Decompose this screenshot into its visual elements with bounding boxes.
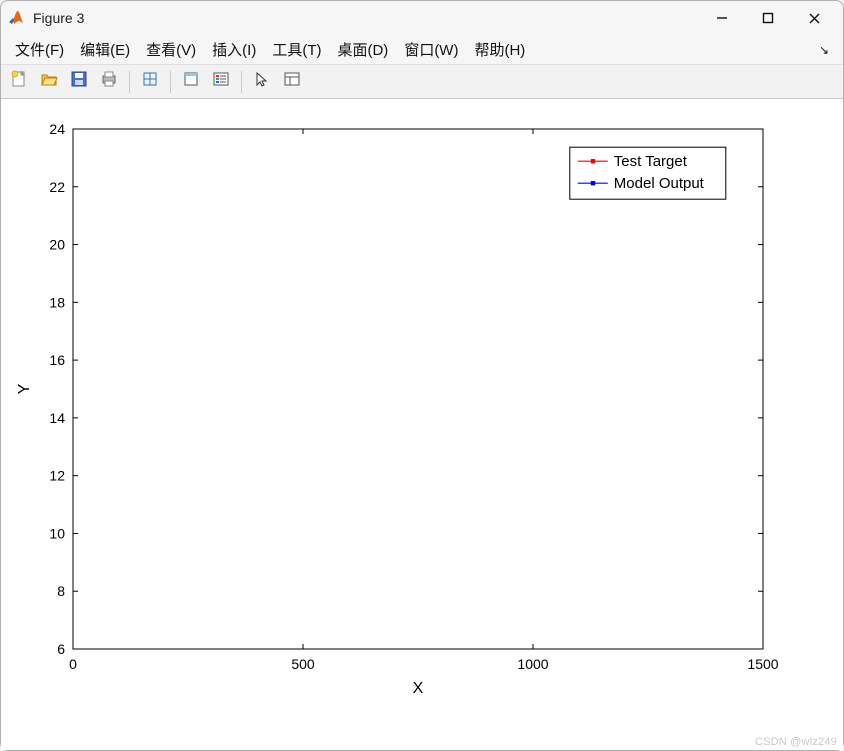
x-tick-label: 500 <box>291 656 315 672</box>
inspector-icon <box>283 70 301 93</box>
y-tick-label: 10 <box>49 525 65 541</box>
print-icon <box>100 70 118 93</box>
toolbar-color-legend-button[interactable] <box>207 69 235 95</box>
x-tick-label: 1500 <box>747 656 778 672</box>
maximize-button[interactable] <box>745 3 791 33</box>
toolbar-open-file-button[interactable] <box>35 69 63 95</box>
y-tick-label: 16 <box>49 352 65 368</box>
x-tick-label: 0 <box>69 656 77 672</box>
toolbar-separator <box>241 71 242 93</box>
minimize-button[interactable] <box>699 3 745 33</box>
y-tick-label: 22 <box>49 179 65 195</box>
menu-item-6[interactable]: 窗口(W) <box>398 37 464 62</box>
toolbar-new-figure-button[interactable] <box>5 69 33 95</box>
y-tick-label: 14 <box>49 410 65 426</box>
toolbar <box>1 65 843 99</box>
pointer-icon <box>253 70 271 93</box>
axes[interactable]: 0 500 1000 1500 6 8 10 12 14 16 18 20 22 24 X Y Test Tar… <box>1 99 843 741</box>
box-icon <box>182 70 200 93</box>
window-title: Figure 3 <box>33 10 84 26</box>
menu-item-7[interactable]: 帮助(H) <box>468 37 531 62</box>
menu-item-2[interactable]: 查看(V) <box>140 37 202 62</box>
menu-item-0[interactable]: 文件(F) <box>9 37 70 62</box>
matlab-icon <box>7 9 25 27</box>
figure-window: Figure 3 文件(F)编辑(E)查看(V)插入(I)工具(T)桌面(D)窗… <box>0 0 844 751</box>
y-tick-label: 12 <box>49 468 65 484</box>
menu-item-3[interactable]: 插入(I) <box>206 37 262 62</box>
legend-label-0: Test Target <box>614 153 688 170</box>
y-tick-label: 24 <box>49 121 65 137</box>
menu-item-1[interactable]: 编辑(E) <box>74 37 136 62</box>
axes-box <box>73 129 763 649</box>
y-tick-label: 6 <box>57 641 65 657</box>
menu-item-5[interactable]: 桌面(D) <box>331 37 394 62</box>
toolbar-data-cursor-button[interactable] <box>177 69 205 95</box>
x-axis-label: X <box>413 680 424 697</box>
figure-canvas-area: 0 500 1000 1500 6 8 10 12 14 16 18 20 22 24 X Y Test Tar… <box>1 99 843 750</box>
title-bar: Figure 3 <box>1 1 843 35</box>
open-icon <box>40 70 58 93</box>
close-button[interactable] <box>791 3 837 33</box>
legend-icon <box>212 70 230 93</box>
legend-marker-1 <box>591 181 595 185</box>
y-axis-label: Y <box>16 383 33 394</box>
link-icon <box>141 70 159 93</box>
y-tick-label: 18 <box>49 294 65 310</box>
toolbar-separator <box>129 71 130 93</box>
menu-overflow-icon[interactable]: ↘ <box>819 43 835 57</box>
toolbar-save-figure-button[interactable] <box>65 69 93 95</box>
new-icon <box>10 70 28 93</box>
save-icon <box>70 70 88 93</box>
watermark-text: CSDN @wlz249 <box>755 736 837 748</box>
menu-item-4[interactable]: 工具(T) <box>266 37 327 62</box>
toolbar-pointer-button[interactable] <box>248 69 276 95</box>
toolbar-separator <box>170 71 171 93</box>
toolbar-link-button[interactable] <box>136 69 164 95</box>
menu-bar: 文件(F)编辑(E)查看(V)插入(I)工具(T)桌面(D)窗口(W)帮助(H)… <box>1 35 843 65</box>
legend-marker-0 <box>591 159 595 163</box>
y-tick-label: 8 <box>57 583 65 599</box>
toolbar-inspector-button[interactable] <box>278 69 306 95</box>
y-tick-label: 20 <box>49 237 65 253</box>
legend-label-1: Model Output <box>614 175 705 192</box>
toolbar-print-button[interactable] <box>95 69 123 95</box>
x-tick-label: 1000 <box>517 656 548 672</box>
